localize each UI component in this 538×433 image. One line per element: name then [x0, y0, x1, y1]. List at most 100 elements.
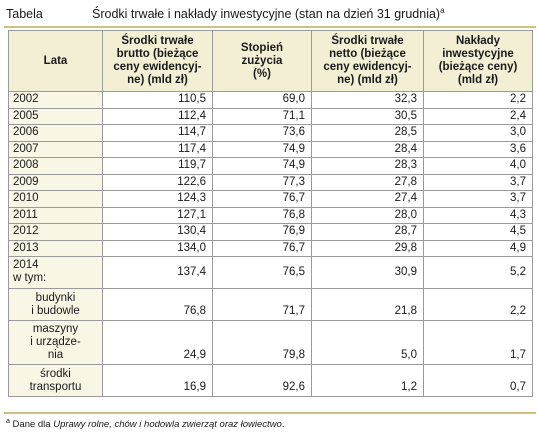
table-row-2014: 2014 w tym: 137,4 76,5 30,9 5,2 [8, 256, 533, 289]
table-cell: 79,8 [212, 320, 312, 365]
table-cell: 76,8 [102, 288, 213, 321]
cell-text-line: ceny ewidencyj- [113, 61, 202, 73]
table-caption: Tabela Środki trwałe i nakłady inwestycyj… [6, 6, 445, 21]
table-cell: 69,0 [212, 91, 312, 109]
table-row: 2012 130,4 76,9 28,7 4,5 [8, 223, 533, 241]
table-cell: 2,2 [423, 91, 533, 109]
table-cell: 16,9 [102, 364, 213, 397]
table-cell: 30,9 [311, 256, 424, 289]
table-cell: 2010 [8, 190, 103, 208]
table-cell: 27,4 [311, 190, 424, 208]
cell-text-line: (bieżące ceny) [438, 61, 518, 73]
table-cell: 76,5 [212, 256, 312, 289]
table-cell: 134,0 [102, 239, 213, 257]
cell-text-line: zużycia [241, 54, 283, 67]
subrow-buildings: budynki i budowle 76,8 71,7 21,8 2,2 [8, 288, 533, 321]
table-cell: 29,8 [311, 239, 424, 257]
subrow-transport: środki transportu 16,9 92,6 1,2 0,7 [8, 364, 533, 397]
table-cell: 0,7 [423, 364, 533, 397]
table-row: 2007 117,4 74,9 28,4 3,6 [8, 140, 533, 158]
table-cell: 71,7 [212, 288, 312, 321]
table-cell: 114,7 [102, 124, 213, 142]
table-cell: 92,6 [212, 364, 312, 397]
cell-text-line: i urządze- [30, 336, 81, 348]
caption-label: Tabela [6, 7, 43, 22]
table-cell: maszyny i urządze-nia [8, 320, 103, 365]
cell-text-line: (%) [253, 67, 271, 80]
table-cell: 2007 [8, 140, 103, 158]
table-cell: 112,4 [102, 107, 213, 125]
cell-text-line: budynki [35, 291, 76, 304]
cell-text-line: środki [40, 367, 71, 380]
table-row: 2005 112,4 71,1 30,5 2,4 [8, 107, 533, 125]
cell-text-line: nia [47, 349, 64, 361]
cell-text-line: Środki trwałe [331, 35, 404, 47]
table-cell: 137,4 [102, 256, 213, 289]
table-cell: 21,8 [311, 288, 424, 321]
table-cell: 2013 [8, 239, 103, 257]
table-cell: 4,0 [423, 157, 533, 175]
table-cell: 3,6 [423, 140, 533, 158]
table-cell: 76,7 [212, 190, 312, 208]
cell-text-line: Środki trwałe [121, 35, 194, 47]
cell-text-line: inwestycyjne [442, 48, 514, 60]
table-row: 2002 110,5 69,0 32,3 2,2 [8, 91, 533, 109]
table-cell: 77,3 [212, 173, 312, 191]
table-cell: 1,2 [311, 364, 424, 397]
table-cell: 3,7 [423, 190, 533, 208]
cell-text-line: netto (bieżące [329, 48, 406, 60]
table-cell: 3,7 [423, 173, 533, 191]
table-cell: 130,4 [102, 223, 213, 241]
header-depreciation: Stopień zużycia (%) [212, 30, 312, 92]
cell-text-line: i budowle [31, 304, 80, 317]
cell-text-line: 2014 [13, 259, 39, 271]
cell-text-line: transportu [29, 380, 82, 393]
table-cell: 28,5 [311, 124, 424, 142]
table-cell: budynki i budowle [8, 288, 103, 321]
table-cell: 4,9 [423, 239, 533, 257]
table-cell: 28,7 [311, 223, 424, 241]
top-rule [4, 26, 536, 28]
header-investment: Nakłady inwestycyjne (bieżące ceny) (mld… [423, 30, 533, 92]
table-cell: 71,1 [212, 107, 312, 125]
cell-text-line: Lata [43, 54, 68, 67]
table-cell: 76,9 [212, 223, 312, 241]
table-cell: 2,2 [423, 288, 533, 321]
table-cell: 2,4 [423, 107, 533, 125]
cell-text-line: ne) (mld zł) [337, 74, 398, 86]
table-cell: środki transportu [8, 364, 103, 397]
table-cell: 119,7 [102, 157, 213, 175]
footnote: a Dane dla Uprawy rolne, chów i hodowla … [6, 418, 285, 431]
table-cell: 5,2 [423, 256, 533, 289]
table-row: 2009 122,6 77,3 27,8 3,7 [8, 173, 533, 191]
table-cell: 2012 [8, 223, 103, 241]
table-row: 2013 134,0 76,7 29,8 4,9 [8, 239, 533, 257]
cell-text-line: ne) (mld zł) [127, 74, 188, 86]
data-table: Lata Środki trwałe brutto (bieżące ceny … [8, 30, 533, 397]
table-row: 2010 124,3 76,7 27,4 3,7 [8, 190, 533, 208]
cell-text-line: Nakłady [455, 35, 501, 47]
table-cell: 27,8 [311, 173, 424, 191]
header-gross-assets: Środki trwałe brutto (bieżące ceny ewide… [102, 30, 213, 92]
table-cell: 2002 [8, 91, 103, 109]
table-cell: 127,1 [102, 206, 213, 224]
table-cell: 2005 [8, 107, 103, 125]
header-net-assets: Środki trwałe netto (bieżące ceny ewiden… [311, 30, 424, 92]
year-2014-cell: 2014 w tym: [8, 256, 103, 289]
table-cell: 117,4 [102, 140, 213, 158]
table-cell: 73,6 [212, 124, 312, 142]
table-cell: 76,8 [212, 206, 312, 224]
table-cell: 1,7 [423, 320, 533, 365]
table-cell: 30,5 [311, 107, 424, 125]
bottom-rule [4, 412, 536, 414]
table-cell: 3,0 [423, 124, 533, 142]
cell-text-line: Stopień [240, 41, 284, 54]
cell-text-line: w tym: [13, 272, 47, 284]
table-cell: 24,9 [102, 320, 213, 365]
table-row: 2006 114,7 73,6 28,5 3,0 [8, 124, 533, 142]
table-cell: 28,4 [311, 140, 424, 158]
table-cell: 4,3 [423, 206, 533, 224]
table-cell: 76,7 [212, 239, 312, 257]
table-cell: 110,5 [102, 91, 213, 109]
cell-text-line: brutto (bieżące [116, 48, 199, 60]
